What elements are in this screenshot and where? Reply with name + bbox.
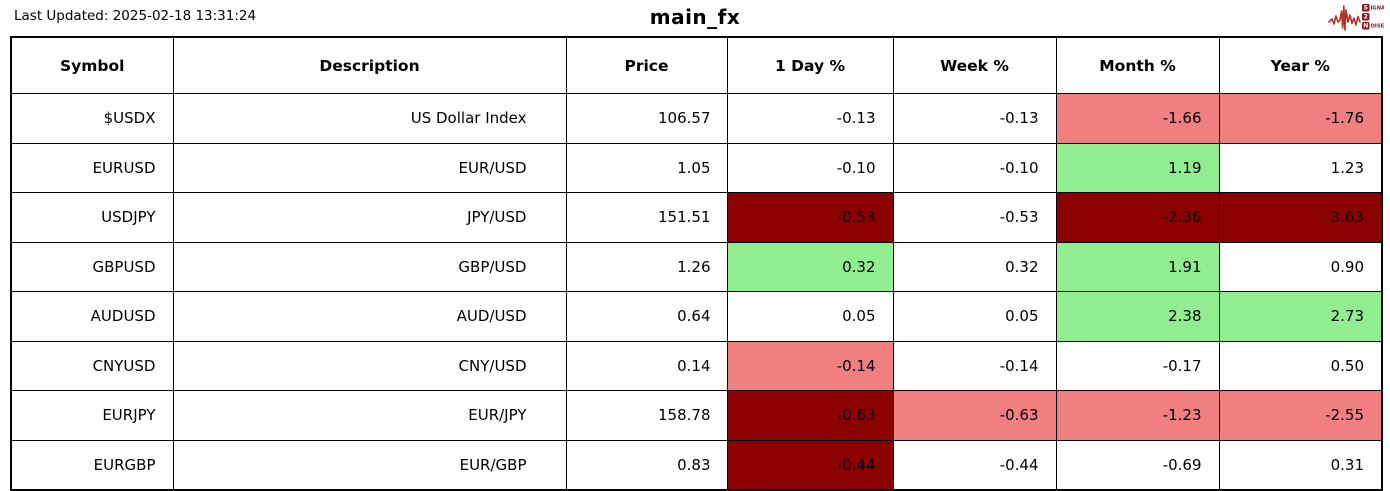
col-header-month: Month % <box>1055 36 1220 94</box>
week-pct-cell: -0.53 <box>892 192 1057 243</box>
week-pct-cell: -0.13 <box>892 93 1057 144</box>
week-pct-cell: -0.44 <box>892 439 1057 491</box>
week-pct-cell: 0.32 <box>892 241 1057 292</box>
symbol-cell: $USDX <box>10 93 174 144</box>
description-cell: JPY/USD <box>172 192 567 243</box>
year-pct-cell: 2.73 <box>1218 291 1383 342</box>
month-pct-cell: -0.69 <box>1055 439 1220 491</box>
col-header-price: Price <box>565 36 728 94</box>
table-row: EURJPY EUR/JPY 158.78 -0.63 -0.63 -1.23 … <box>10 390 1383 441</box>
description-cell: US Dollar Index <box>172 93 567 144</box>
year-pct-cell: 0.50 <box>1218 340 1383 391</box>
month-pct-cell: -1.23 <box>1055 390 1220 441</box>
table-row: $USDX US Dollar Index 106.57 -0.13 -0.13… <box>10 93 1383 144</box>
description-cell: EUR/USD <box>172 142 567 193</box>
month-pct-cell: -0.17 <box>1055 340 1220 391</box>
symbol-cell: EURGBP <box>10 439 174 491</box>
col-header-week: Week % <box>892 36 1057 94</box>
table-row: EURGBP EUR/GBP 0.83 -0.44 -0.44 -0.69 0.… <box>10 439 1383 491</box>
symbol-cell: EURJPY <box>10 390 174 441</box>
description-cell: CNY/USD <box>172 340 567 391</box>
symbol-cell: USDJPY <box>10 192 174 243</box>
month-pct-cell: -2.36 <box>1055 192 1220 243</box>
header-row: Symbol Description Price 1 Day % Week % … <box>10 36 1383 94</box>
signal2noise-logo-icon: S 2 N IGNAL OISE <box>1328 4 1385 31</box>
top-bar: Last Updated: 2025-02-18 13:31:24 main_f… <box>0 0 1390 36</box>
week-pct-cell: -0.63 <box>892 390 1057 441</box>
price-cell: 1.05 <box>565 142 728 193</box>
svg-text:S: S <box>1364 5 1368 12</box>
description-cell: GBP/USD <box>172 241 567 292</box>
year-pct-cell: 0.90 <box>1218 241 1383 292</box>
year-pct-cell: -2.55 <box>1218 390 1383 441</box>
week-pct-cell: 0.05 <box>892 291 1057 342</box>
day-pct-cell: 0.32 <box>726 241 894 292</box>
fx-table: Symbol Description Price 1 Day % Week % … <box>10 36 1383 491</box>
price-cell: 0.83 <box>565 439 728 491</box>
month-pct-cell: 2.38 <box>1055 291 1220 342</box>
page-title: main_fx <box>649 5 741 29</box>
price-cell: 1.26 <box>565 241 728 292</box>
symbol-cell: AUDUSD <box>10 291 174 342</box>
symbol-cell: EURUSD <box>10 142 174 193</box>
table-row: AUDUSD AUD/USD 0.64 0.05 0.05 2.38 2.73 <box>10 291 1383 342</box>
svg-text:N: N <box>1363 23 1368 30</box>
year-pct-cell: -3.63 <box>1218 192 1383 243</box>
year-pct-cell: 1.23 <box>1218 142 1383 193</box>
price-cell: 158.78 <box>565 390 728 441</box>
year-pct-cell: 0.31 <box>1218 439 1383 491</box>
year-pct-cell: -1.76 <box>1218 93 1383 144</box>
col-header-year: Year % <box>1218 36 1383 94</box>
svg-text:IGNAL: IGNAL <box>1371 6 1385 12</box>
col-header-symbol: Symbol <box>10 36 174 94</box>
price-cell: 0.14 <box>565 340 728 391</box>
table-row: CNYUSD CNY/USD 0.14 -0.14 -0.14 -0.17 0.… <box>10 340 1383 391</box>
description-cell: EUR/JPY <box>172 390 567 441</box>
table-row: EURUSD EUR/USD 1.05 -0.10 -0.10 1.19 1.2… <box>10 142 1383 193</box>
day-pct-cell: -0.63 <box>726 390 894 441</box>
day-pct-cell: -0.44 <box>726 439 894 491</box>
description-cell: AUD/USD <box>172 291 567 342</box>
price-cell: 0.64 <box>565 291 728 342</box>
price-cell: 106.57 <box>565 93 728 144</box>
table-row: USDJPY JPY/USD 151.51 -0.53 -0.53 -2.36 … <box>10 192 1383 243</box>
day-pct-cell: 0.05 <box>726 291 894 342</box>
week-pct-cell: -0.14 <box>892 340 1057 391</box>
day-pct-cell: -0.10 <box>726 142 894 193</box>
month-pct-cell: -1.66 <box>1055 93 1220 144</box>
week-pct-cell: -0.10 <box>892 142 1057 193</box>
svg-text:2: 2 <box>1364 14 1368 21</box>
symbol-cell: GBPUSD <box>10 241 174 292</box>
day-pct-cell: -0.13 <box>726 93 894 144</box>
col-header-1day: 1 Day % <box>726 36 894 94</box>
day-pct-cell: -0.14 <box>726 340 894 391</box>
price-cell: 151.51 <box>565 192 728 243</box>
table-row: GBPUSD GBP/USD 1.26 0.32 0.32 1.91 0.90 <box>10 241 1383 292</box>
description-cell: EUR/GBP <box>172 439 567 491</box>
col-header-description: Description <box>172 36 567 94</box>
day-pct-cell: -0.53 <box>726 192 894 243</box>
waveform-icon <box>1328 5 1361 31</box>
month-pct-cell: 1.91 <box>1055 241 1220 292</box>
svg-text:OISE: OISE <box>1371 24 1385 30</box>
last-updated-timestamp: Last Updated: 2025-02-18 13:31:24 <box>14 8 257 24</box>
symbol-cell: CNYUSD <box>10 340 174 391</box>
month-pct-cell: 1.19 <box>1055 142 1220 193</box>
